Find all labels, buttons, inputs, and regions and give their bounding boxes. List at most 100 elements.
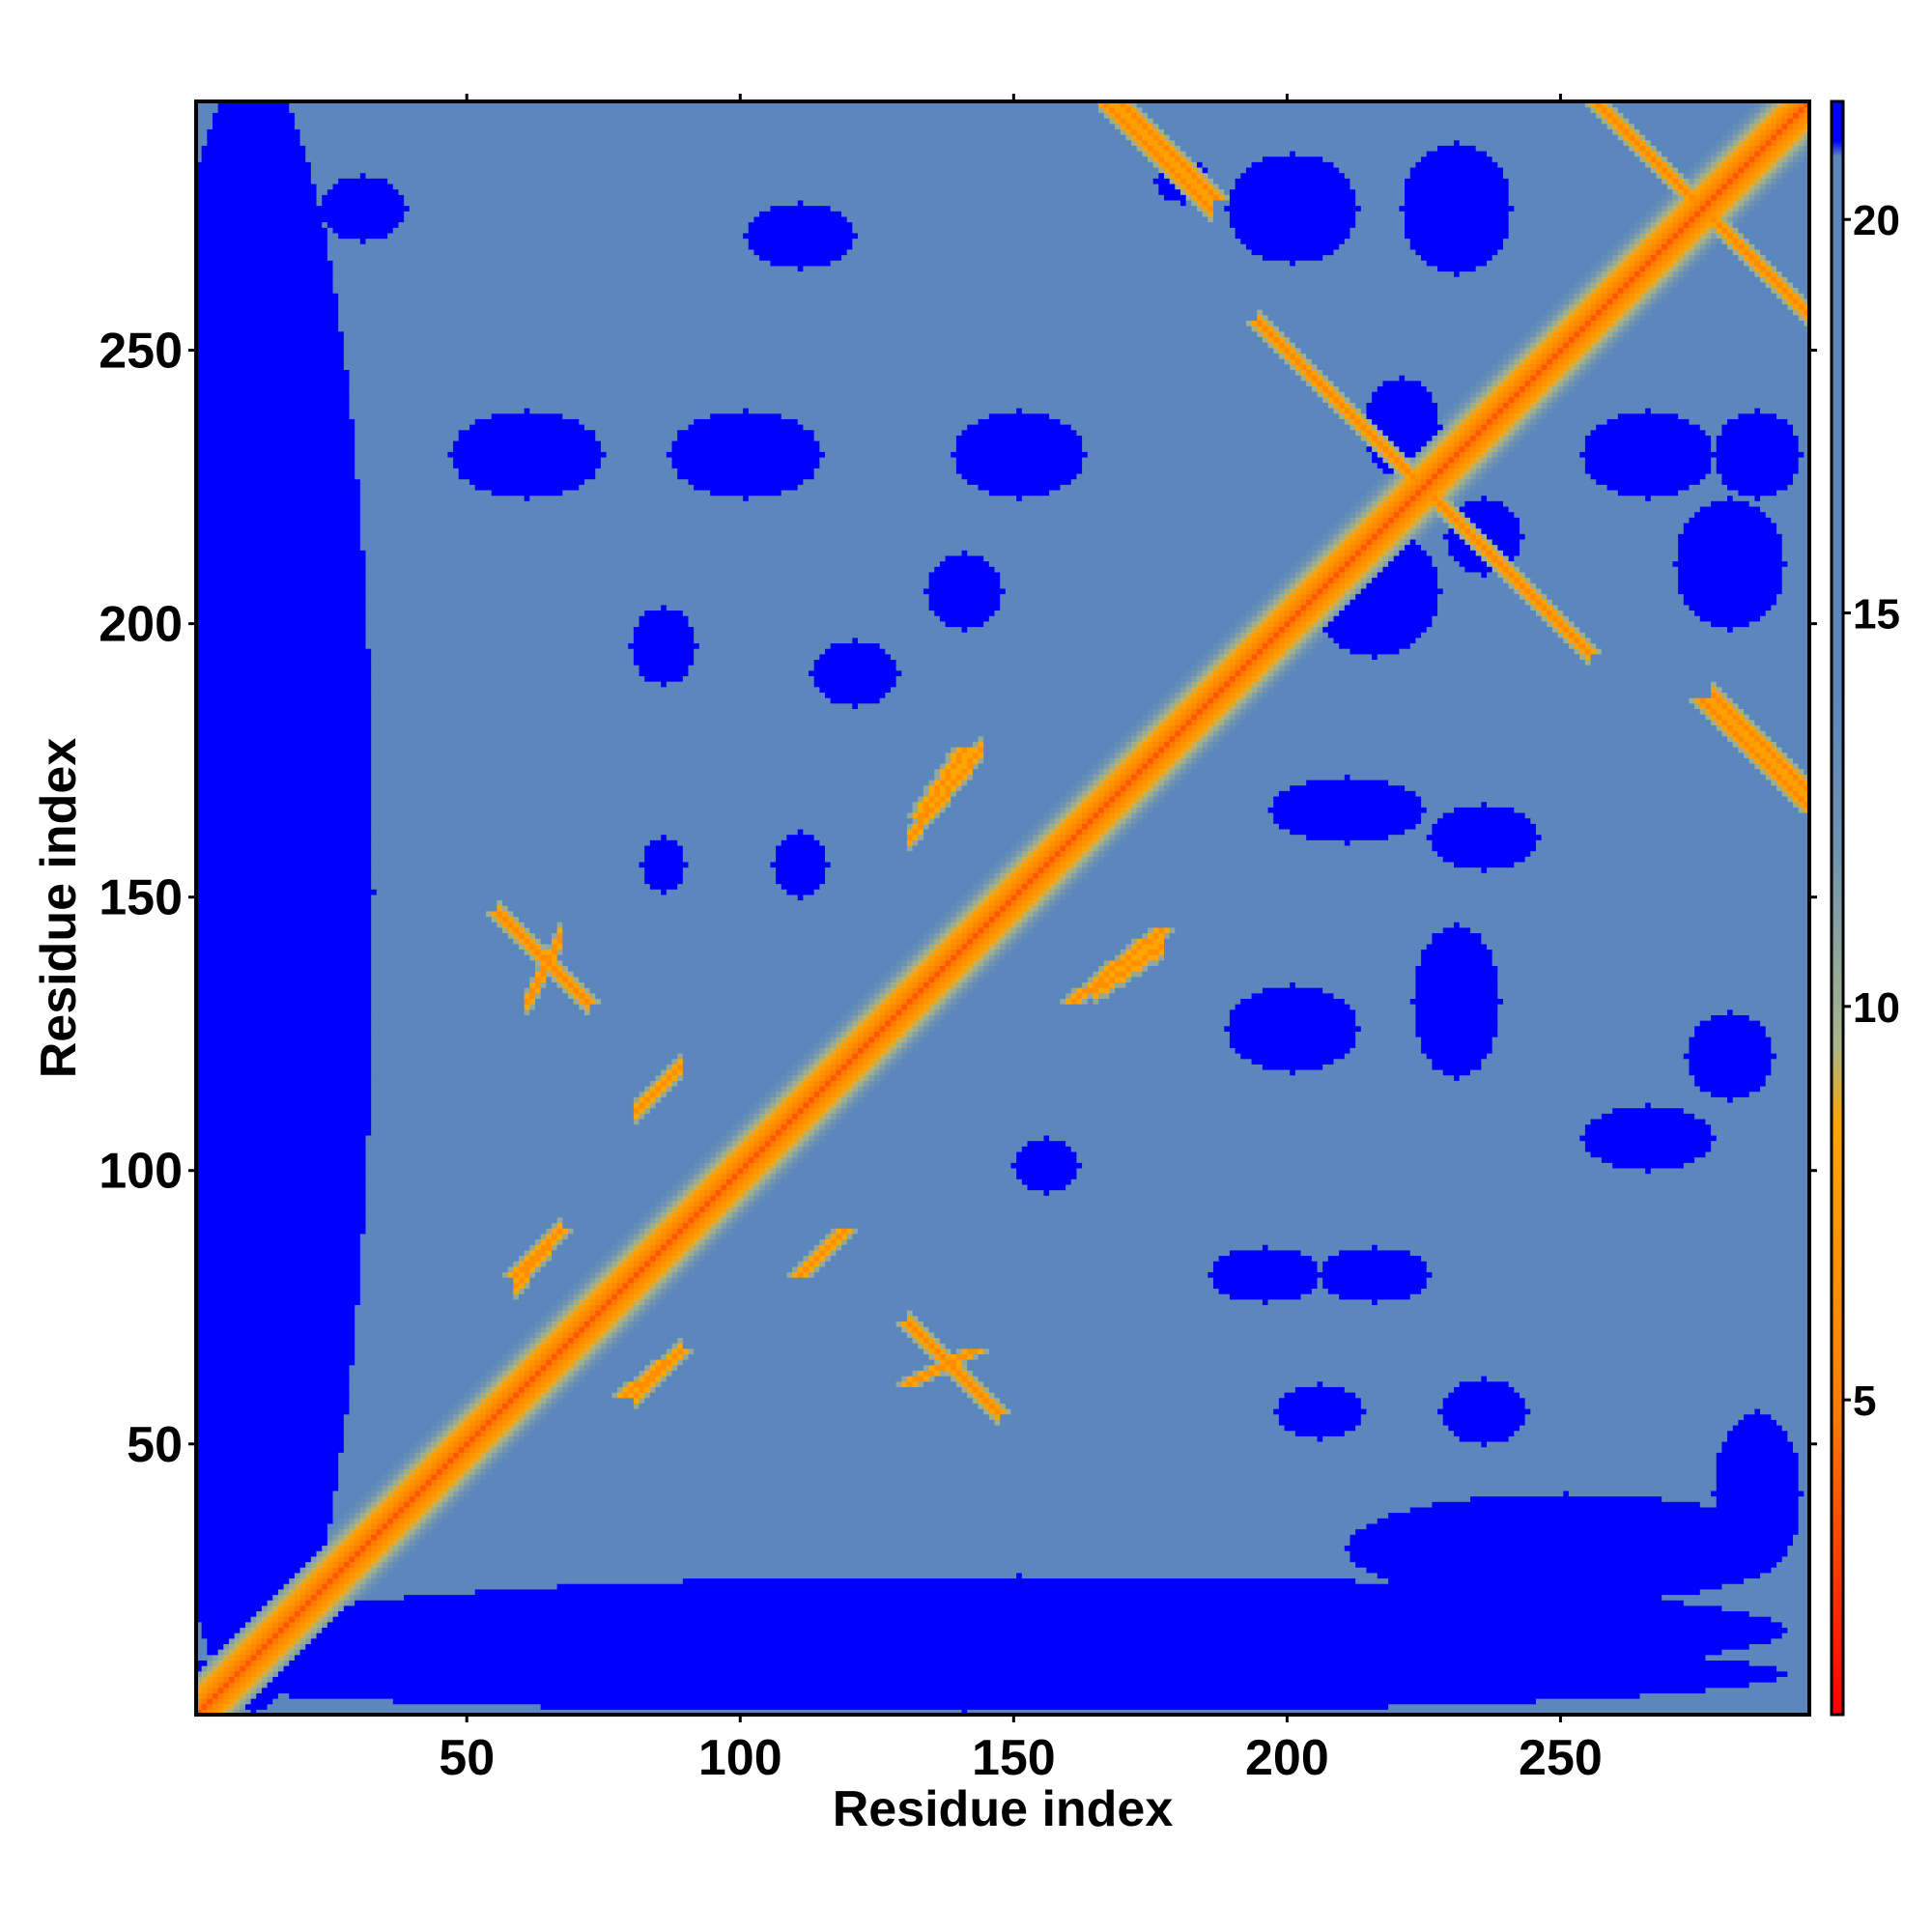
heatmap-cell — [912, 971, 919, 978]
heatmap-cell — [1131, 943, 1138, 951]
heatmap-cell — [677, 1261, 684, 1267]
heatmap-cell — [387, 1522, 394, 1530]
heatmap-cell — [918, 817, 924, 824]
heatmap-cell — [951, 779, 957, 786]
heatmap-cell — [540, 954, 547, 961]
heatmap-cell — [611, 1277, 618, 1284]
heatmap-cell — [437, 1419, 443, 1426]
heatmap-cell — [1142, 779, 1149, 786]
heatmap-cell — [628, 1261, 635, 1267]
heatmap-cell — [529, 1265, 536, 1273]
heatmap-cell — [743, 1216, 1809, 1224]
heatmap-cell — [939, 1020, 1231, 1027]
heatmap-cell — [305, 1577, 312, 1584]
heatmap-cell — [895, 1380, 902, 1387]
heatmap-cell — [661, 889, 668, 895]
heatmap-cell — [201, 1621, 246, 1629]
heatmap-cell — [322, 1605, 328, 1612]
heatmap-cell — [972, 959, 980, 967]
heatmap-cell — [923, 943, 930, 951]
heatmap-cell — [1103, 828, 1110, 836]
heatmap-cell — [955, 959, 963, 967]
heatmap-cell — [661, 1233, 668, 1240]
heatmap-cell — [1120, 807, 1126, 813]
heatmap-cell — [540, 1233, 547, 1240]
heatmap-cell — [1087, 867, 1094, 873]
heatmap-cell — [398, 1550, 405, 1557]
heatmap-cell — [967, 976, 974, 983]
heatmap-cell — [928, 1014, 935, 1021]
heatmap-cell — [250, 1709, 257, 1715]
heatmap-cell — [955, 784, 963, 791]
heatmap-cell — [890, 1004, 897, 1010]
heatmap-cell — [513, 1359, 520, 1366]
heatmap-cell — [1120, 779, 1126, 786]
heatmap-cell — [196, 938, 372, 945]
heatmap-cell — [453, 1403, 460, 1409]
heatmap-cell — [529, 1271, 536, 1278]
heatmap-cell — [196, 883, 372, 890]
heatmap-cell — [486, 1380, 493, 1387]
heatmap-cell — [212, 1687, 219, 1693]
heatmap-cell — [983, 922, 990, 928]
heatmap-cell — [1037, 910, 1045, 918]
heatmap-cell — [863, 1069, 869, 1076]
heatmap-cell — [420, 1522, 427, 1530]
heatmap-cell — [792, 1140, 799, 1147]
heatmap-cell — [611, 1331, 618, 1338]
heatmap-cell — [967, 943, 974, 951]
heatmap-cell — [371, 823, 908, 830]
heatmap-cell — [546, 943, 553, 951]
heatmap-cell — [1793, 795, 1800, 803]
heatmap-cell — [1164, 784, 1171, 791]
heatmap-cell — [639, 1315, 645, 1322]
heatmap-cell — [813, 1047, 820, 1054]
heatmap-cell — [196, 1146, 367, 1152]
heatmap-cell — [305, 1600, 312, 1606]
heatmap-cell — [196, 1392, 351, 1399]
heatmap-cell — [217, 1682, 224, 1689]
heatmap-cell — [622, 1392, 629, 1399]
heatmap-cell — [945, 992, 952, 1000]
heatmap-cell — [458, 1468, 465, 1475]
heatmap-cell — [392, 1545, 400, 1551]
heatmap-cell — [781, 1179, 1023, 1185]
heatmap-cell — [371, 774, 935, 781]
heatmap-cell — [846, 1085, 853, 1093]
heatmap-cell — [1082, 823, 1089, 830]
heatmap-cell — [567, 1304, 575, 1311]
heatmap-cell — [1054, 807, 1062, 813]
heatmap-cell — [469, 1452, 476, 1459]
heatmap-cell — [1771, 1567, 1809, 1574]
heatmap-cell — [928, 1348, 935, 1354]
heatmap-cell — [906, 1025, 914, 1032]
heatmap-cell — [633, 1255, 640, 1262]
heatmap-cell — [743, 1123, 750, 1130]
heatmap-cell — [371, 1080, 651, 1087]
heatmap-cell — [715, 1222, 723, 1229]
heatmap-cell — [355, 1528, 361, 1535]
heatmap-cell — [836, 1107, 842, 1114]
heatmap-cell — [1148, 757, 1154, 764]
heatmap-cell — [267, 1676, 273, 1683]
heatmap-cell — [868, 1080, 875, 1087]
heatmap-cell — [978, 905, 984, 912]
heatmap-cell — [1065, 839, 1072, 846]
heatmap-cell — [1191, 752, 1198, 758]
heatmap-cell — [825, 1080, 832, 1087]
heatmap-cell — [759, 1107, 766, 1114]
heatmap-cell — [819, 1238, 826, 1245]
heatmap-cell — [1262, 1244, 1269, 1251]
heatmap-cell — [343, 1545, 351, 1551]
heatmap-cell — [710, 1146, 717, 1152]
heatmap-cell — [1344, 839, 1351, 846]
heatmap-cell — [349, 1600, 355, 1606]
heatmap-cell — [743, 1162, 750, 1169]
heatmap-cell — [819, 1080, 826, 1087]
heatmap-cell — [212, 1654, 219, 1661]
heatmap-cell — [1043, 916, 1809, 923]
heatmap-cell — [836, 1020, 842, 1027]
heatmap-cell — [1033, 916, 1039, 923]
heatmap-cell — [371, 817, 914, 824]
heatmap-cell — [863, 992, 869, 1000]
